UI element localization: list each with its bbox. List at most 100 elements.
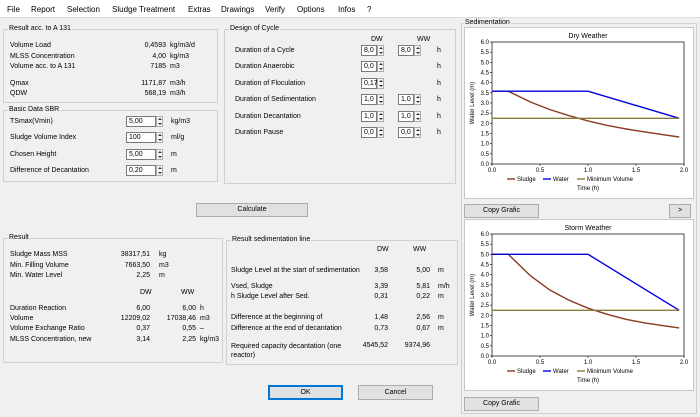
result-label: MLSS Concentration, new — [10, 336, 92, 343]
sedline-label: Required capacity decantation (one react… — [231, 343, 342, 359]
result-dw-value: 6,00 — [136, 305, 150, 312]
cycle-unit: h — [437, 129, 441, 136]
cycle-dw-input[interactable]: 0,0 — [361, 127, 377, 138]
y-tick-label: 0.5 — [481, 344, 490, 350]
menu-item-extras[interactable]: Extras — [188, 5, 211, 14]
ok-button[interactable]: OK — [268, 385, 343, 400]
x-axis-label: Time (h) — [577, 378, 599, 384]
cycle-dw-input[interactable]: 1,0 — [361, 111, 377, 122]
spinner[interactable] — [156, 165, 163, 176]
result-dw-value: 3,14 — [136, 336, 150, 343]
x-tick-label: 2.0 — [680, 360, 689, 366]
menu-item-drawings[interactable]: Drawings — [221, 5, 255, 14]
spinner[interactable] — [156, 116, 163, 127]
menu-item-file[interactable]: File — [7, 5, 20, 14]
x-tick-label: 0.0 — [488, 360, 497, 366]
spinner[interactable] — [414, 45, 421, 56]
y-tick-label: 2.0 — [481, 313, 490, 319]
result-label: Duration Reaction — [10, 305, 67, 312]
x-tick-label: 1.0 — [584, 360, 593, 366]
y-tick-label: 6.0 — [481, 232, 490, 238]
basic-label: Sludge Volume Index — [10, 134, 77, 141]
legend-entry: Water — [553, 369, 569, 375]
a131-value: 1171,87 — [141, 80, 166, 87]
copy-grafic-button-storm[interactable]: Copy Grafic — [464, 397, 539, 411]
cancel-button[interactable]: Cancel — [358, 385, 433, 400]
sedline-label: Vsed, Sludge — [231, 283, 273, 290]
spinner[interactable] — [414, 111, 421, 122]
result-label: Min. Filling Volume — [10, 262, 69, 269]
basic-input[interactable]: 5,00 — [126, 116, 156, 127]
spinner[interactable] — [377, 127, 384, 138]
y-tick-label: 3.0 — [481, 101, 490, 107]
basic-unit: m — [171, 151, 177, 158]
spinner[interactable] — [377, 94, 384, 105]
a131-value: 0,4593 — [144, 42, 166, 49]
y-tick-label: 4.5 — [481, 263, 490, 269]
cycle-dw-input[interactable]: 8,0 — [361, 45, 377, 56]
menu-item-verify[interactable]: Verify — [265, 5, 286, 14]
cycle-label: Duration of Sedimentation — [235, 96, 316, 103]
basic-input[interactable]: 5,00 — [126, 149, 156, 160]
a131-unit: kg/m3/d — [170, 42, 195, 49]
basic-input[interactable]: 0,20 — [126, 165, 156, 176]
copy-grafic-button-dry[interactable]: Copy Grafic — [464, 204, 539, 218]
result-value: 38317,51 — [120, 251, 150, 258]
spinner[interactable] — [414, 94, 421, 105]
storm-weather-chart-frame: Storm Weather 0.0 0.5 1.0 1.5 2.0 2.5 3.0 3.5 4.0… — [464, 219, 694, 391]
result-unit: kg/m3 — [200, 336, 220, 343]
menu-item-selection[interactable]: Selection — [67, 5, 100, 14]
x-tick-label: 2.0 — [680, 168, 689, 174]
result-label: Sludge Mass MSS — [10, 251, 68, 258]
menu-item-report[interactable]: Report — [31, 5, 56, 14]
cycle-dw-input[interactable]: 0,17 — [361, 78, 378, 89]
cycle-ww-input[interactable]: 1,0 — [398, 111, 414, 122]
result-value: 7663,50 — [124, 262, 150, 269]
menu-item-infos[interactable]: Infos — [338, 5, 356, 14]
spinner[interactable] — [377, 45, 384, 56]
cycle-dw-input[interactable]: 1,0 — [361, 94, 377, 105]
legend-entry: Minimum Volume — [587, 177, 634, 183]
spinner[interactable] — [377, 111, 384, 122]
y-tick-label: 1.5 — [481, 132, 490, 138]
result-a131-title: Result acc. to A 131 — [8, 25, 72, 32]
cycle-unit: h — [437, 96, 441, 103]
next-button[interactable]: > — [669, 204, 691, 218]
sedline-dw-value: 0,31 — [374, 293, 388, 300]
cycle-unit: h — [437, 63, 441, 70]
menu-item-help[interactable]: ? — [367, 5, 372, 14]
cycle-dw-input[interactable]: 0,0 — [361, 61, 377, 72]
cycle-unit: h — [437, 80, 441, 87]
x-tick-label: 0.5 — [536, 168, 545, 174]
basic-unit: kg/m3 — [171, 118, 191, 125]
sedline-ww-value: 2,56 — [416, 314, 430, 321]
y-tick-label: 1.0 — [481, 334, 490, 340]
sedline-label: Difference at the end of decantation — [231, 325, 342, 332]
result-a131-group — [3, 29, 218, 103]
spinner[interactable] — [156, 149, 163, 160]
y-tick-label: 4.5 — [481, 71, 490, 77]
sedline-dw-value: 4545,52 — [362, 342, 388, 349]
cycle-label: Duration Anaerobic — [235, 63, 295, 70]
spinner[interactable] — [377, 61, 384, 72]
calculate-button[interactable]: Calculate — [196, 203, 308, 217]
cycle-col-ww: WW — [417, 36, 431, 43]
basic-data-title: Basic Data SBR — [8, 106, 61, 113]
result-col-dw: DW — [140, 289, 152, 296]
cycle-ww-input[interactable]: 1,0 — [398, 94, 414, 105]
cycle-ww-input[interactable]: 8,0 — [398, 45, 414, 56]
sedline-ww-value: 9374,96 — [404, 342, 430, 349]
a131-unit: m3 — [170, 63, 180, 70]
spinner[interactable] — [377, 78, 384, 89]
series-line-water — [492, 90, 680, 119]
cycle-unit: h — [437, 47, 441, 54]
menu-item-options[interactable]: Options — [297, 5, 325, 14]
spinner[interactable] — [156, 132, 163, 143]
cycle-ww-input[interactable]: 0,0 — [398, 127, 414, 138]
spinner[interactable] — [414, 127, 421, 138]
a131-label: Volume Load — [10, 42, 51, 49]
a131-label: Volume acc. to A 131 — [10, 63, 76, 70]
menu-item-sludge-treatment[interactable]: Sludge Treatment — [112, 5, 176, 14]
sedline-ww-value: 5,81 — [416, 283, 430, 290]
basic-input[interactable]: 100 — [126, 132, 156, 143]
